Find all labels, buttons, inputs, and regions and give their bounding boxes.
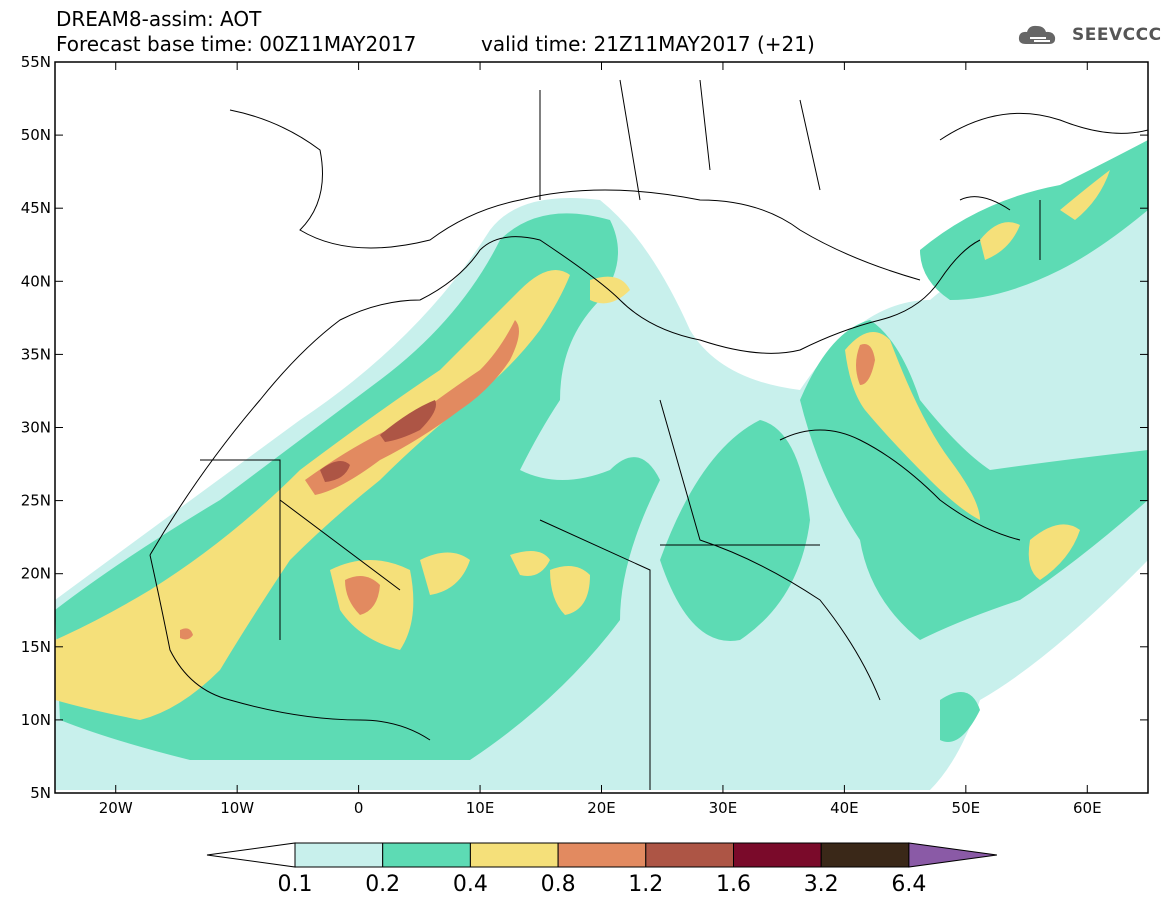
lat-tick-label: 5N: [30, 784, 51, 802]
lon-tick-label: 30E: [709, 799, 738, 817]
seevccc-logo: SEEVCCC: [1016, 22, 1162, 48]
colorbar-segment: [645, 842, 734, 868]
colorbar-segment: [557, 842, 647, 868]
lon-tick-label: 20E: [587, 799, 616, 817]
lat-tick-label: 10N: [21, 711, 51, 729]
lat-tick-label: 50N: [21, 126, 51, 144]
lon-tick-label: 40E: [830, 799, 859, 817]
colorbar-level-label: 0.2: [365, 872, 401, 897]
lon-tick-label: 10E: [466, 799, 495, 817]
lon-tick-label: 50E: [952, 799, 981, 817]
forecast-base-time: Forecast base time: 00Z11MAY2017: [56, 32, 417, 56]
colorbar-level-label: 3.2: [803, 872, 839, 897]
colorbar: [206, 842, 997, 868]
lat-tick-label: 30N: [21, 419, 51, 437]
cloud-icon: [1018, 25, 1056, 44]
colorbar-segment: [469, 842, 559, 868]
map-title: DREAM8-assim: AOT: [56, 7, 262, 31]
lat-tick-label: 15N: [21, 638, 51, 656]
colorbar-right-arrow: [908, 842, 997, 868]
logo-text: SEEVCCC: [1072, 25, 1162, 45]
colorbar-left-arrow: [206, 842, 296, 868]
lon-tick-label: 10W: [220, 799, 254, 817]
lat-tick-label: 55N: [21, 53, 51, 71]
colorbar-level-label: 0.4: [452, 872, 488, 897]
colorbar-segment: [382, 842, 471, 868]
colorbar-segment: [733, 842, 822, 868]
lon-tick-label: 60E: [1073, 799, 1102, 817]
aot-field: [55, 62, 1148, 793]
axis-ticks: 5N 10N 15N 20N 25N 30N 35N 40N 45N 50N 55N 20W 10W 0 1…: [21, 53, 1148, 817]
valid-time: valid time: 21Z11MAY2017 (+21): [481, 32, 815, 56]
colorbar-segment: [294, 842, 384, 868]
colorbar-level-label: 0.1: [277, 872, 313, 897]
colorbar-segment: [820, 842, 910, 868]
colorbar-level-label: 1.6: [716, 872, 751, 897]
lat-tick-label: 25N: [21, 492, 51, 510]
coastlines: [149, 79, 1148, 790]
colorbar-level-label: 1.2: [628, 872, 664, 897]
lon-tick-label: 0: [354, 799, 364, 817]
lat-tick-label: 20N: [21, 565, 51, 583]
colorbar-level-label: 0.8: [540, 872, 576, 897]
colorbar-level-label: 6.4: [891, 872, 927, 897]
lat-tick-label: 40N: [21, 272, 51, 290]
lat-tick-label: 45N: [21, 199, 51, 217]
lat-tick-label: 35N: [21, 345, 51, 363]
lon-tick-label: 20W: [99, 799, 133, 817]
